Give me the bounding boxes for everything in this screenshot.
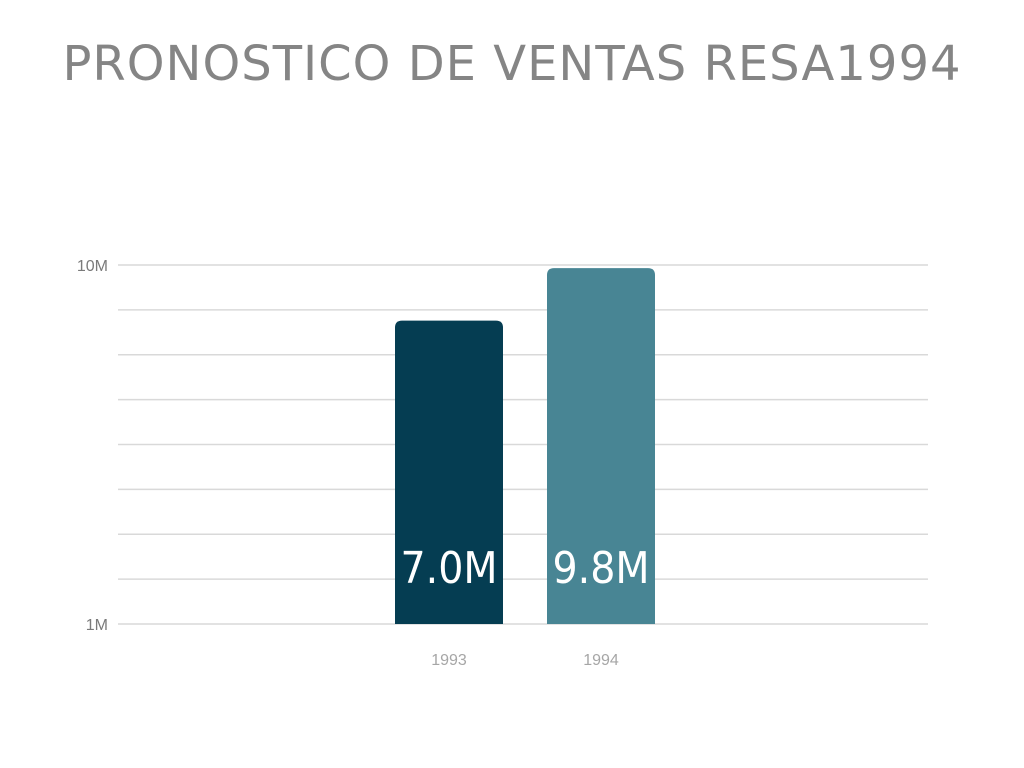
y-tick-label: 1M [86, 617, 108, 634]
bar-data-label: 7.0M [400, 543, 497, 594]
y-tick-label: 10M [77, 258, 108, 275]
bar-data-label: 9.8M [552, 543, 649, 594]
chart-title: PRONOSTICO DE VENTAS RESA1994 [62, 36, 962, 92]
x-tick-label: 1993 [431, 652, 467, 669]
x-tick-label: 1994 [583, 652, 619, 669]
bar [547, 268, 655, 624]
bar [395, 320, 503, 624]
